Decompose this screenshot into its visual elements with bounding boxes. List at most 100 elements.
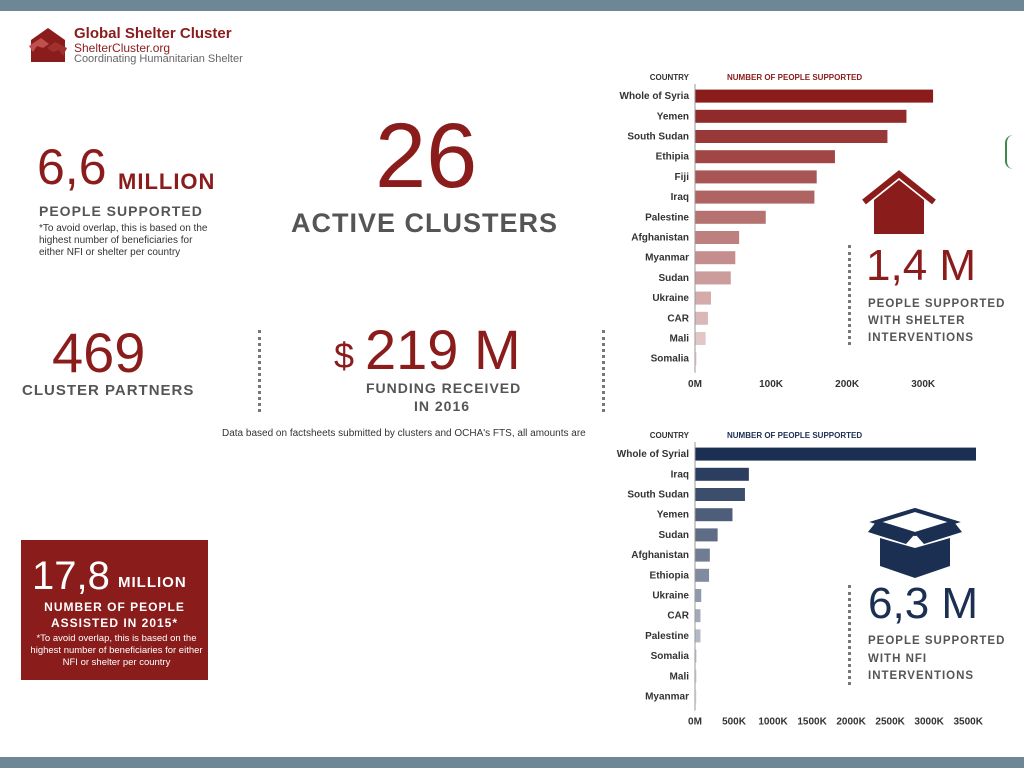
edge-decoration <box>1005 135 1017 169</box>
bar <box>695 291 711 305</box>
cluster-partners-value: 469 <box>52 321 146 384</box>
category-label: Ethipia <box>656 152 690 163</box>
category-label: Ukraine <box>652 293 689 304</box>
category-label: Iraq <box>671 192 689 203</box>
nfi-value: 6,3 M <box>868 579 979 628</box>
category-label: Yemen <box>657 510 689 521</box>
bar <box>695 548 710 562</box>
category-label: Somalia <box>651 354 690 365</box>
category-label: Whole of Syria <box>620 91 690 102</box>
nfi-label-1: PEOPLE SUPPORTED <box>868 635 1006 647</box>
category-label: CAR <box>667 611 689 622</box>
bar <box>695 568 710 582</box>
divider-dots <box>602 330 605 412</box>
org-tagline: Coordinating Humanitarian Shelter <box>74 53 243 65</box>
bar <box>695 447 976 461</box>
x-tick-label: 200K <box>835 379 860 390</box>
category-label: Ethiopia <box>650 570 690 581</box>
assisted-2015-unit: MILLION <box>118 574 187 591</box>
house-icon <box>862 170 936 234</box>
x-tick-label: 1500K <box>797 717 827 728</box>
category-label: Fiji <box>675 172 690 183</box>
category-label: Myanmar <box>645 692 689 703</box>
assisted-2015-note: *To avoid overlap, this is based on the … <box>30 633 203 668</box>
category-label: Myanmar <box>645 253 689 264</box>
bar <box>695 170 817 184</box>
bar <box>695 649 697 663</box>
category-label: Afghanistan <box>631 233 689 244</box>
category-label: Sudan <box>658 273 689 284</box>
x-tick-label: 300K <box>911 379 936 390</box>
hands-house-logo-icon <box>29 28 67 62</box>
nfi-bar-chart: COUNTRY NUMBER OF PEOPLE SUPPORTED Whole o… <box>617 431 984 728</box>
bar <box>695 508 733 522</box>
bar <box>695 690 697 703</box>
bar <box>695 231 740 244</box>
divider-dots <box>848 245 851 345</box>
cluster-partners-label: CLUSTER PARTNERS <box>22 382 195 399</box>
category-label: Whole of Syrial <box>617 449 689 460</box>
shelter-label-3: INTERVENTIONS <box>868 332 975 344</box>
bar <box>695 130 888 143</box>
category-label: Iraq <box>671 469 689 480</box>
category-label: South Sudan <box>627 490 689 501</box>
x-tick-label: 0M <box>688 717 702 728</box>
divider-dots <box>258 330 261 412</box>
category-label: Mali <box>670 671 690 682</box>
bar <box>695 332 706 345</box>
category-label: Ukraine <box>652 591 689 602</box>
bar <box>695 311 708 325</box>
top-border <box>0 0 1024 11</box>
assisted-2015-box: 17,8 MILLION NUMBER OF PEOPLE ASSISTED I… <box>21 540 208 680</box>
bar <box>695 488 745 501</box>
chart-header-country: COUNTRY <box>650 431 690 440</box>
assisted-2015-label-1: NUMBER OF PEOPLE <box>44 600 185 614</box>
bar <box>695 150 835 164</box>
bar <box>695 271 731 285</box>
active-clusters-value: 26 <box>375 105 478 207</box>
bottom-border <box>0 757 1024 768</box>
funding-currency: $ <box>334 335 355 376</box>
bar <box>695 669 697 683</box>
category-label: Somalia <box>651 651 690 662</box>
people-supported-unit: MILLION <box>118 169 216 194</box>
funding-label-1: FUNDING RECEIVED <box>366 380 522 396</box>
category-label: Palestine <box>645 212 689 223</box>
people-supported-label: PEOPLE SUPPORTED <box>39 203 203 219</box>
org-title: Global Shelter Cluster <box>74 25 232 42</box>
x-tick-label: 2000K <box>836 717 866 728</box>
active-clusters-label: ACTIVE CLUSTERS <box>291 208 559 238</box>
nfi-label-2: WITH NFI <box>868 653 928 665</box>
x-tick-label: 100K <box>759 379 784 390</box>
x-tick-label: 1000K <box>758 717 788 728</box>
org-site[interactable]: ShelterCluster.org <box>74 41 171 55</box>
x-tick-label: 500K <box>722 717 747 728</box>
nfi-label-3: INTERVENTIONS <box>868 670 975 682</box>
category-label: Mali <box>670 334 690 345</box>
bar <box>695 609 701 623</box>
category-label: Palestine <box>645 631 689 642</box>
category-label: Afghanistan <box>631 550 689 561</box>
chart-header-country: COUNTRY <box>650 73 690 82</box>
bar <box>695 467 749 481</box>
x-tick-label: 3000K <box>914 717 944 728</box>
shelter-label-1: PEOPLE SUPPORTED <box>868 298 1006 310</box>
category-label: Yemen <box>657 111 689 122</box>
assisted-2015-value: 17,8 <box>32 554 110 598</box>
category-label: CAR <box>667 313 689 324</box>
chart-header-value: NUMBER OF PEOPLE SUPPORTED <box>727 73 862 82</box>
bar <box>695 589 702 602</box>
x-tick-label: 0M <box>688 379 702 390</box>
assisted-2015-label-2: ASSISTED IN 2015* <box>50 616 179 630</box>
bar <box>695 528 718 542</box>
chart-header-value: NUMBER OF PEOPLE SUPPORTED <box>727 431 862 440</box>
x-tick-label: 3500K <box>953 717 983 728</box>
bar <box>695 629 701 643</box>
shelter-bar-chart: COUNTRY NUMBER OF PEOPLE SUPPORTED Whole o… <box>620 73 936 390</box>
open-box-icon <box>868 508 962 578</box>
bar <box>695 109 907 123</box>
divider-dots <box>848 585 851 685</box>
shelter-label-2: WITH SHELTER <box>868 315 966 327</box>
bar <box>695 352 697 366</box>
people-supported-value: 6,6 <box>37 139 107 195</box>
